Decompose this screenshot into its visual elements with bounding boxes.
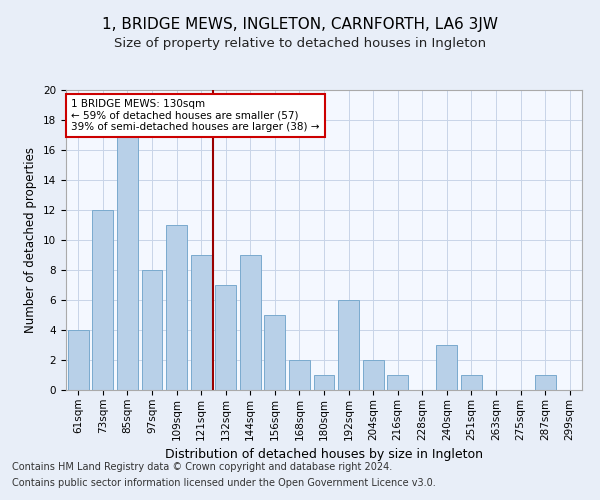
- Y-axis label: Number of detached properties: Number of detached properties: [25, 147, 37, 333]
- Text: 1, BRIDGE MEWS, INGLETON, CARNFORTH, LA6 3JW: 1, BRIDGE MEWS, INGLETON, CARNFORTH, LA6…: [102, 18, 498, 32]
- Bar: [436, 345, 457, 390]
- X-axis label: Distribution of detached houses by size in Ingleton: Distribution of detached houses by size …: [165, 448, 483, 461]
- Bar: [166, 225, 187, 390]
- Bar: [142, 270, 163, 390]
- Bar: [387, 375, 408, 390]
- Bar: [314, 375, 334, 390]
- Bar: [362, 360, 383, 390]
- Text: Size of property relative to detached houses in Ingleton: Size of property relative to detached ho…: [114, 38, 486, 51]
- Bar: [289, 360, 310, 390]
- Bar: [535, 375, 556, 390]
- Bar: [265, 315, 286, 390]
- Bar: [68, 330, 89, 390]
- Bar: [338, 300, 359, 390]
- Text: Contains public sector information licensed under the Open Government Licence v3: Contains public sector information licen…: [12, 478, 436, 488]
- Bar: [117, 135, 138, 390]
- Bar: [191, 255, 212, 390]
- Bar: [92, 210, 113, 390]
- Text: Contains HM Land Registry data © Crown copyright and database right 2024.: Contains HM Land Registry data © Crown c…: [12, 462, 392, 472]
- Text: 1 BRIDGE MEWS: 130sqm
← 59% of detached houses are smaller (57)
39% of semi-deta: 1 BRIDGE MEWS: 130sqm ← 59% of detached …: [71, 99, 320, 132]
- Bar: [461, 375, 482, 390]
- Bar: [240, 255, 261, 390]
- Bar: [215, 285, 236, 390]
